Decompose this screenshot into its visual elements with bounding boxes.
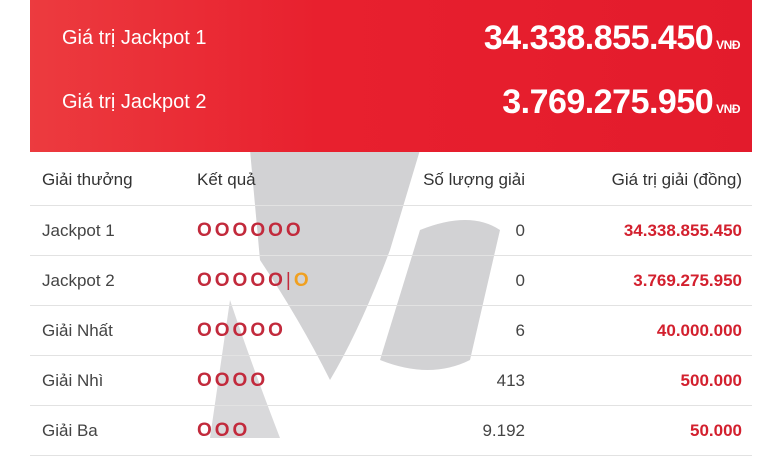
- prize-value: 50.000: [690, 420, 742, 440]
- result-balls: OOOOO: [197, 320, 286, 342]
- bonus-separator: |: [285, 269, 294, 291]
- winner-count: 6: [515, 320, 525, 340]
- winner-count: 0: [515, 220, 525, 240]
- jackpot-1-value: 34.338.855.450: [483, 18, 714, 57]
- winner-count: 9.192: [482, 420, 525, 440]
- header-value: Giá trị giải (đồng): [611, 170, 742, 189]
- table-row: Jackpot 2 OOOOO|O 0 3.769.275.950: [30, 256, 752, 306]
- ball-icons: OOO: [197, 419, 251, 441]
- prize-name: Jackpot 2: [42, 270, 115, 290]
- table-row: Giải Nhất OOOOO 6 40.000.000: [30, 306, 752, 356]
- jackpot-1-row: Giá trị Jackpot 1 34.338.855.450 VNĐ: [30, 13, 752, 63]
- table-header: Giải thưởng Kết quả Số lượng giải Giá tr…: [30, 155, 752, 206]
- jackpot-1-label: Giá trị Jackpot 1: [62, 26, 207, 49]
- result-balls: OOOOO|O: [197, 270, 312, 292]
- winner-count: 0: [515, 270, 525, 290]
- prize-value: 3.769.275.950: [633, 270, 742, 290]
- ball-icons: OOOO: [197, 369, 269, 391]
- header-count: Số lượng giải: [423, 170, 525, 189]
- prize-table: Giải thưởng Kết quả Số lượng giải Giá tr…: [30, 155, 752, 456]
- table-row: Giải Ba OOO 9.192 50.000: [30, 406, 752, 456]
- jackpot-2-row: Giá trị Jackpot 2 3.769.275.950 VNĐ: [30, 77, 752, 127]
- currency-unit: VNĐ: [716, 37, 740, 52]
- ball-icons: OOOOOO: [197, 219, 304, 241]
- winner-count: 413: [496, 370, 525, 390]
- table-row: Jackpot 1 OOOOOO 0 34.338.855.450: [30, 206, 752, 256]
- result-balls: OOOOOO: [197, 220, 304, 242]
- prize-value: 500.000: [680, 370, 742, 390]
- bonus-ball-icon: O: [293, 269, 312, 291]
- prize-value: 34.338.855.450: [623, 220, 742, 240]
- header-prize: Giải thưởng: [42, 170, 133, 189]
- prize-name: Giải Nhì: [42, 370, 104, 390]
- result-balls: OOOO: [197, 370, 268, 392]
- table-row: Giải Nhì OOOO 413 500.000: [30, 356, 752, 406]
- result-balls: OOO: [197, 420, 250, 442]
- ball-icons: OOOOO: [197, 269, 286, 291]
- currency-unit: VNĐ: [716, 101, 740, 116]
- prize-name: Jackpot 1: [42, 220, 115, 240]
- jackpot-banner: Giá trị Jackpot 1 34.338.855.450 VNĐ Giá …: [30, 0, 752, 152]
- jackpot-2-label: Giá trị Jackpot 2: [62, 90, 207, 113]
- header-result: Kết quả: [197, 170, 256, 189]
- watermark-logo: [210, 145, 500, 438]
- prize-name: Giải Ba: [42, 420, 98, 440]
- prize-value: 40.000.000: [656, 320, 742, 340]
- prize-name: Giải Nhất: [42, 320, 113, 340]
- jackpot-2-value: 3.769.275.950: [502, 82, 714, 121]
- ball-icons: OOOOO: [197, 319, 286, 341]
